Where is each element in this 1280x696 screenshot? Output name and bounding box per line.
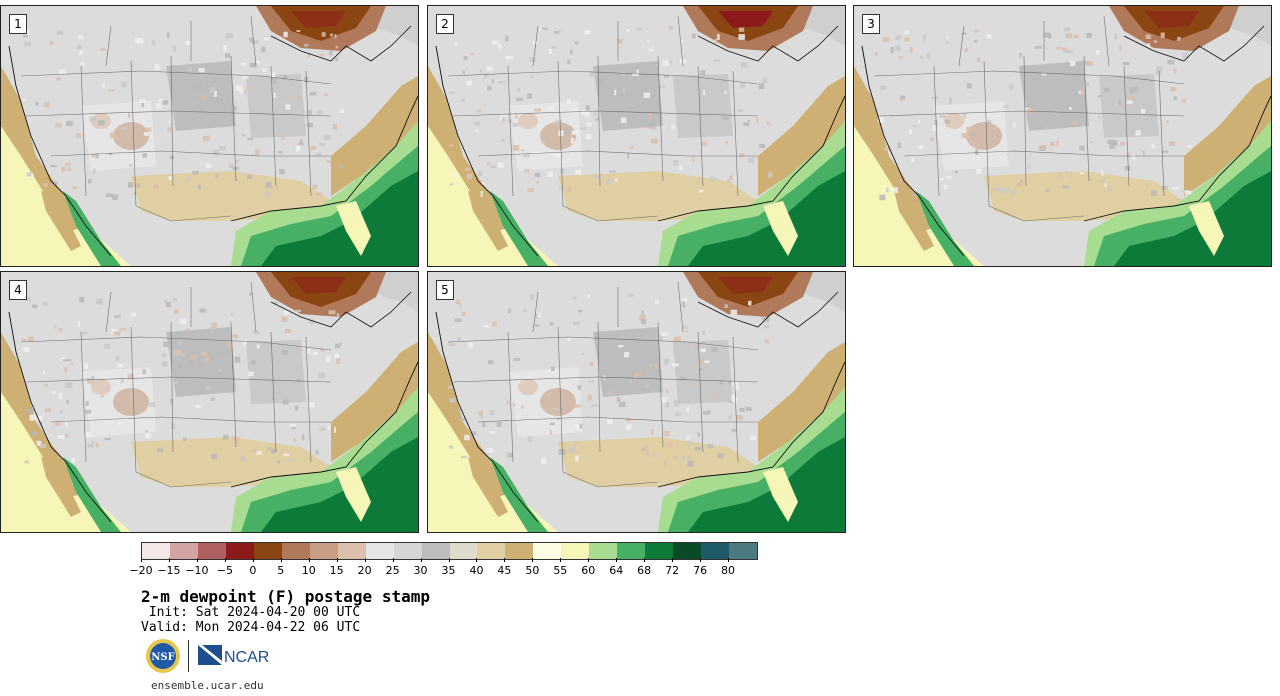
colorbar-tick [420, 558, 422, 562]
colorbar-tick-label: 45 [497, 564, 512, 577]
postage-stamp-panel: 3 [853, 5, 1272, 267]
colorbar-tick-labels: −20 −15 −10 −5 0 5 10 15 20 25 30 35 40 45 50 55 60 64 68 7… [129, 558, 756, 580]
colorbar-tick-label: 72 [665, 564, 680, 577]
colorbar-tick [224, 558, 226, 562]
colorbar-tick [308, 558, 310, 562]
logo-separator [188, 640, 189, 672]
colorbar-tick-label: 15 [329, 564, 344, 577]
dewpoint-map [1, 272, 418, 532]
svg-text:NCAR: NCAR [224, 649, 269, 666]
postage-stamp-panel: 5 [427, 271, 846, 533]
valid-time: Valid: Mon 2024-04-22 06 UTC [141, 620, 361, 635]
colorbar-tick [532, 558, 534, 562]
colorbar-tick [141, 558, 142, 562]
postage-stamp-panel: 2 [427, 5, 846, 267]
init-time: Init: Sat 2024-04-20 00 UTC [141, 605, 361, 620]
member-number-label: 2 [436, 14, 454, 34]
colorbar-tick [392, 558, 394, 562]
colorbar-segment [281, 543, 311, 559]
colorbar-segment [225, 543, 255, 559]
colorbar-tick-label: 50 [525, 564, 540, 577]
member-number-label: 1 [9, 14, 27, 34]
colorbar-segment [365, 543, 395, 559]
colorbar-segment [142, 543, 171, 559]
colorbar-tick [196, 558, 198, 562]
colorbar-tick-label: 35 [441, 564, 456, 577]
colorbar-tick-label: −15 [157, 564, 181, 577]
colorbar-tick [616, 558, 618, 562]
colorbar-tick-label: 76 [693, 564, 708, 577]
colorbar-tick [728, 558, 730, 562]
colorbar-tick-label: −10 [185, 564, 209, 577]
colorbar-tick [588, 558, 590, 562]
colorbar-tick [560, 558, 562, 562]
nsf-logo: NSF [146, 639, 180, 673]
colorbar-segment [449, 543, 478, 559]
colorbar-tick [336, 558, 338, 562]
member-number-label: 3 [862, 14, 880, 34]
colorbar-tick-label: −20 [129, 564, 153, 577]
colorbar-tick-label: 55 [553, 564, 568, 577]
colorbar-segment [337, 543, 367, 559]
member-number-label: 4 [9, 280, 27, 300]
colorbar-segment [701, 543, 730, 559]
colorbar-tick [644, 558, 646, 562]
colorbar-segment [645, 543, 674, 559]
colorbar-tick [448, 558, 450, 562]
colorbar-segment [253, 543, 283, 559]
colorbar-tick [280, 558, 282, 562]
colorbar-segment [673, 543, 702, 559]
postage-stamp-panel: 1 [0, 5, 419, 267]
dewpoint-map [428, 6, 845, 266]
colorbar-segment [169, 543, 199, 559]
colorbar-tick-label: 25 [385, 564, 400, 577]
colorbar-tick [504, 558, 506, 562]
colorbar-tick-label: 20 [357, 564, 372, 577]
colorbar-tick-label: 80 [721, 564, 736, 577]
colorbar-tick [168, 558, 170, 562]
dewpoint-map [1, 6, 418, 266]
colorbar-tick-label: 60 [581, 564, 596, 577]
website-url: ensemble.ucar.edu [151, 679, 264, 692]
dewpoint-map [854, 6, 1271, 266]
member-number-label: 5 [436, 280, 454, 300]
colorbar-tick [252, 558, 254, 562]
map-title: 2-m dewpoint (F) postage stamp [141, 587, 430, 606]
colorbar-tick-label: 0 [249, 564, 257, 577]
svg-text:NSF: NSF [151, 652, 174, 663]
colorbar-tick [364, 558, 366, 562]
colorbar-tick [672, 558, 674, 562]
postage-stamp-panel: 4 [0, 271, 419, 533]
ncar-logo: NCAR [198, 645, 269, 666]
colorbar-tick-label: 64 [609, 564, 624, 577]
colorbar-segment [729, 543, 758, 559]
colorbar-tick [700, 558, 702, 562]
colorbar-segment [561, 543, 590, 559]
colorbar-tick-label: 30 [413, 564, 428, 577]
colorbar-segment [197, 543, 227, 559]
colorbar-segment [393, 543, 423, 559]
colorbar-tick-label: 10 [301, 564, 316, 577]
colorbar-segment [589, 543, 618, 559]
colorbar-tick-label: −5 [216, 564, 233, 577]
colorbar-segment [309, 543, 339, 559]
colorbar-segment [477, 543, 506, 559]
colorbar-segment [533, 543, 562, 559]
dewpoint-colorbar [141, 542, 758, 560]
colorbar-segment [505, 543, 534, 559]
dewpoint-map [428, 272, 845, 532]
colorbar-tick-label: 5 [277, 564, 285, 577]
colorbar-tick-label: 40 [469, 564, 484, 577]
colorbar-tick [476, 558, 478, 562]
colorbar-tick-label: 68 [637, 564, 652, 577]
colorbar-segment [421, 543, 450, 559]
colorbar-segment [617, 543, 646, 559]
